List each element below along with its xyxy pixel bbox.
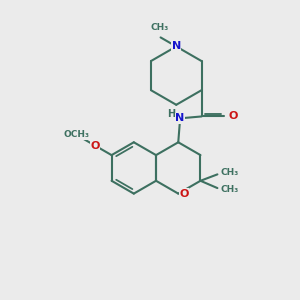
Text: CH₃: CH₃ (221, 185, 239, 194)
Text: H: H (167, 109, 175, 119)
Text: O: O (91, 141, 100, 151)
Text: O: O (228, 112, 238, 122)
Text: N: N (172, 41, 181, 52)
Text: O: O (179, 189, 189, 199)
Text: CH₃: CH₃ (150, 23, 168, 32)
Text: N: N (175, 113, 184, 123)
Text: CH₃: CH₃ (221, 168, 239, 177)
Text: OCH₃: OCH₃ (64, 130, 90, 140)
